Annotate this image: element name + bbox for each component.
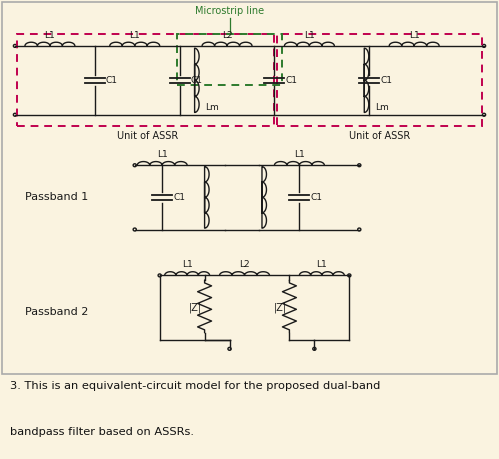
Text: Microstrip line: Microstrip line <box>195 6 264 17</box>
Text: L1: L1 <box>304 31 315 40</box>
Text: C1: C1 <box>106 76 118 85</box>
Bar <box>277 34 482 126</box>
Text: Unit of ASSR: Unit of ASSR <box>117 131 178 141</box>
Text: L1: L1 <box>182 260 193 269</box>
Text: Lm: Lm <box>375 103 389 112</box>
Text: C1: C1 <box>173 193 185 202</box>
Text: C1: C1 <box>310 193 322 202</box>
Text: C1: C1 <box>285 76 297 85</box>
Text: C1: C1 <box>191 76 203 85</box>
Text: Passband 1: Passband 1 <box>25 192 88 202</box>
Text: Lm: Lm <box>206 103 220 112</box>
Text: Passband 2: Passband 2 <box>25 307 88 317</box>
Text: 3. This is an equivalent-circuit model for the proposed dual-band: 3. This is an equivalent-circuit model f… <box>10 381 380 391</box>
Text: L1: L1 <box>157 150 168 159</box>
Bar <box>177 34 282 85</box>
Bar <box>17 34 274 126</box>
Text: Unit of ASSR: Unit of ASSR <box>349 131 410 141</box>
Text: L2: L2 <box>222 31 233 40</box>
Text: |Z|: |Z| <box>189 302 202 313</box>
Text: bandpass filter based on ASSRs.: bandpass filter based on ASSRs. <box>10 427 194 437</box>
Text: L1: L1 <box>44 31 55 40</box>
Text: |Z|: |Z| <box>274 302 287 313</box>
Text: C1: C1 <box>380 76 392 85</box>
Text: L2: L2 <box>239 260 250 269</box>
Text: L1: L1 <box>409 31 420 40</box>
Text: L1: L1 <box>316 260 327 269</box>
Text: L1: L1 <box>129 31 140 40</box>
Text: L1: L1 <box>294 150 305 159</box>
